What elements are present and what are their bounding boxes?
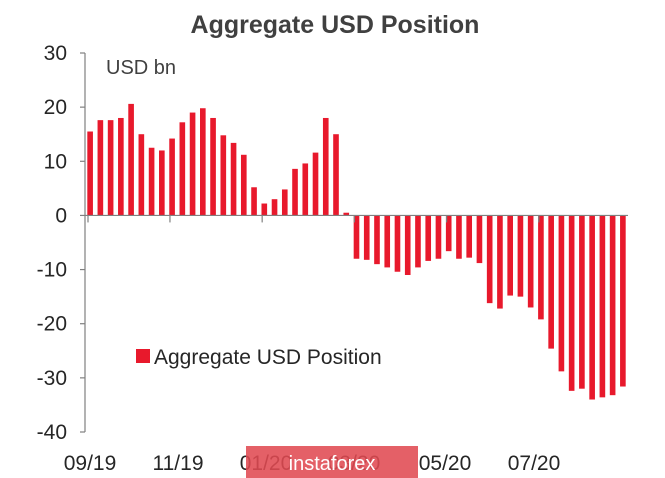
bar-14 — [230, 142, 237, 216]
bar-24 — [333, 134, 339, 216]
bar-0 — [87, 131, 93, 216]
bar-28 — [374, 215, 380, 265]
bar-19 — [281, 189, 288, 216]
bar-12 — [210, 117, 216, 216]
x-tick-label-1: 11/19 — [153, 452, 204, 475]
bar-36 — [456, 215, 462, 259]
chart-title: Aggregate USD Position — [191, 11, 480, 39]
legend: Aggregate USD Position — [136, 346, 382, 369]
bar-20 — [292, 168, 298, 216]
bar-30 — [394, 215, 401, 272]
x-tick-label-5: 07/20 — [508, 452, 561, 475]
bar-13 — [220, 135, 227, 216]
bar-11 — [200, 108, 206, 216]
bar-41 — [507, 215, 513, 296]
y-tick-label-7: -40 — [37, 421, 67, 444]
y-tick-label-2: 10 — [44, 150, 67, 173]
watermark-text: instaforex — [289, 453, 376, 475]
bar-49 — [589, 215, 595, 400]
bar-10 — [189, 112, 196, 216]
y-tick-label-3: 0 — [55, 204, 67, 227]
bar-7 — [159, 150, 165, 216]
bar-8 — [169, 138, 175, 216]
bar-3 — [118, 117, 124, 216]
bar-6 — [148, 147, 155, 216]
bar-16 — [251, 187, 257, 216]
y-axis-unit-label: USD bn — [106, 57, 176, 79]
bar-4 — [128, 103, 134, 216]
bar-47 — [568, 215, 575, 391]
bar-50 — [599, 215, 606, 398]
bar-15 — [240, 154, 247, 216]
bar-17 — [261, 203, 268, 216]
bar-37 — [466, 215, 473, 258]
bar-33 — [425, 215, 432, 261]
legend-label: Aggregate USD Position — [154, 346, 382, 369]
bar-43 — [527, 215, 534, 308]
y-tick-label-6: -30 — [37, 367, 67, 390]
watermark-banner — [246, 446, 418, 478]
bar-42 — [517, 215, 524, 297]
bar-44 — [538, 215, 544, 320]
bar-48 — [579, 215, 585, 389]
bar-32 — [415, 215, 421, 268]
axes-group — [80, 52, 628, 433]
bar-40 — [497, 215, 503, 309]
bar-23 — [322, 117, 329, 216]
legend-swatch — [136, 349, 150, 363]
bar-27 — [363, 215, 370, 260]
bar-46 — [558, 215, 565, 372]
bar-45 — [548, 215, 554, 349]
bar-22 — [312, 152, 319, 216]
bar-35 — [445, 215, 452, 252]
bar-51 — [609, 215, 616, 396]
y-tick-labels: 30 20 10 0 -10 -20 -30 -40 — [37, 42, 67, 444]
bar-9 — [179, 122, 186, 216]
bar-34 — [435, 215, 442, 259]
y-tick-label-0: 30 — [44, 42, 67, 65]
bar-21 — [302, 163, 309, 216]
y-tick-label-4: -10 — [37, 259, 67, 282]
bar-52 — [620, 215, 626, 387]
bar-5 — [138, 134, 145, 216]
bars-group — [87, 103, 626, 400]
bar-38 — [476, 215, 483, 264]
x-tick-label-4: 05/20 — [419, 452, 472, 475]
bar-1 — [97, 120, 104, 216]
y-tick-label-1: 20 — [44, 96, 67, 119]
bar-39 — [486, 215, 493, 304]
bar-2 — [107, 120, 114, 216]
bar-26 — [353, 215, 360, 259]
bar-31 — [404, 215, 411, 275]
bar-29 — [384, 215, 391, 268]
watermark: instaforex — [246, 446, 418, 478]
bar-18 — [271, 199, 278, 216]
bar-25 — [343, 212, 350, 216]
x-tick-label-0: 09/19 — [64, 452, 117, 475]
y-tick-label-5: -20 — [37, 313, 67, 336]
